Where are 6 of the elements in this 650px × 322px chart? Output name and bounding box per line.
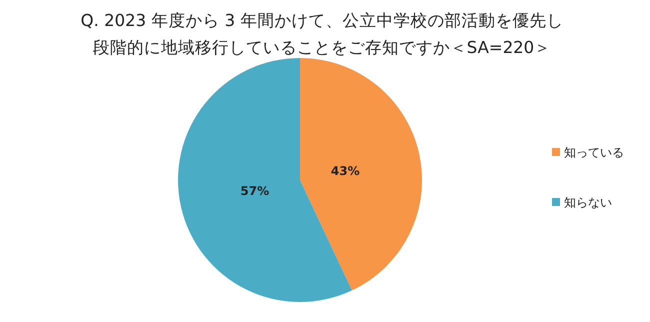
data-label: 57% [240,184,270,198]
chart-subtitle: 段階的に地域移行していることをご存知ですか＜SA=220＞ [92,38,552,57]
legend-label: 知っている [564,146,624,160]
chart-title: Q. 2023 年度から 3 年間かけて、公立中学校の部活動を優先し [80,11,564,30]
data-label: 43% [330,164,360,178]
legend-label: 知らない [564,196,612,210]
